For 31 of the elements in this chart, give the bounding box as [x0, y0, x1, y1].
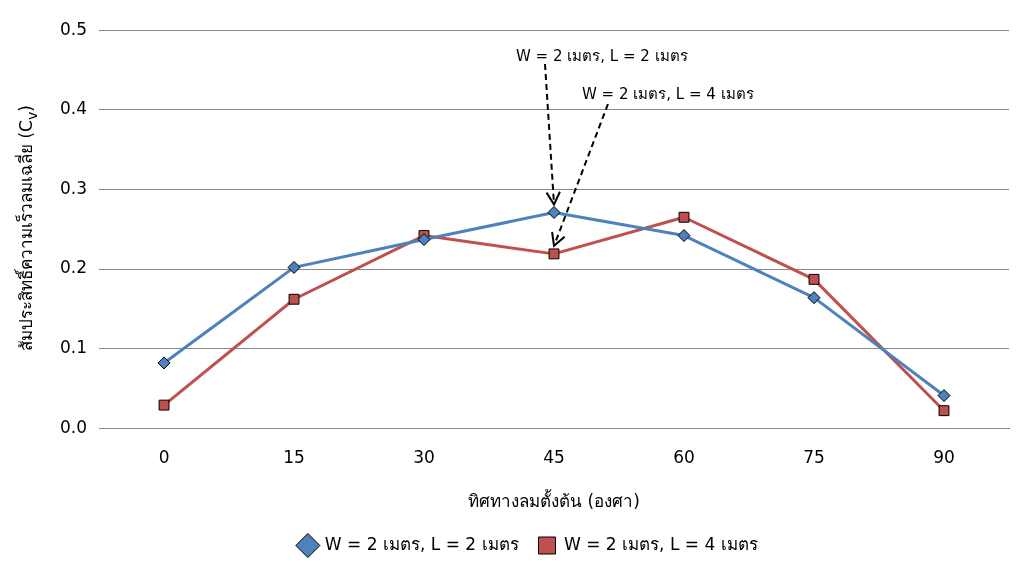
- point: [808, 273, 820, 285]
- y-tick-label: 0.2: [59, 257, 88, 278]
- x-tick-label: 0: [158, 446, 170, 467]
- point: [157, 356, 171, 370]
- y-tick-label: 0.1: [59, 337, 88, 358]
- point: [938, 405, 950, 417]
- point: [158, 399, 170, 411]
- x-tick-label: 75: [803, 446, 825, 467]
- x-tick-label: 60: [673, 446, 695, 467]
- x-tick-label: 45: [543, 446, 565, 467]
- x-tick-label: 90: [933, 446, 955, 467]
- y-tick-label: 0.0: [59, 416, 88, 437]
- annotation: W = 2 เมตร, L = 4 เมตร: [582, 82, 754, 106]
- x-tick-label: 15: [283, 446, 305, 467]
- point: [288, 293, 300, 305]
- point: [678, 211, 690, 223]
- legend-label: W = 2 เมตร, L = 4 เมตร: [564, 533, 758, 554]
- point: [937, 389, 951, 403]
- x-tick-label: 30: [413, 446, 435, 467]
- point: [548, 248, 560, 260]
- x-axis-title: ทิศทางลมตั้งต้น (องศา): [468, 489, 640, 512]
- point: [807, 291, 821, 305]
- y-tick-label: 0.5: [59, 18, 88, 39]
- point: [287, 260, 301, 274]
- point: [677, 229, 691, 243]
- point: [417, 233, 431, 247]
- y-tick-label: 0.4: [59, 98, 88, 119]
- point: [547, 205, 561, 219]
- y-tick-label: 0.3: [59, 177, 88, 198]
- legend-label: W = 2 เมตร, L = 2 เมตร: [324, 533, 519, 554]
- annotation: W = 2 เมตร, L = 2 เมตร: [516, 44, 688, 68]
